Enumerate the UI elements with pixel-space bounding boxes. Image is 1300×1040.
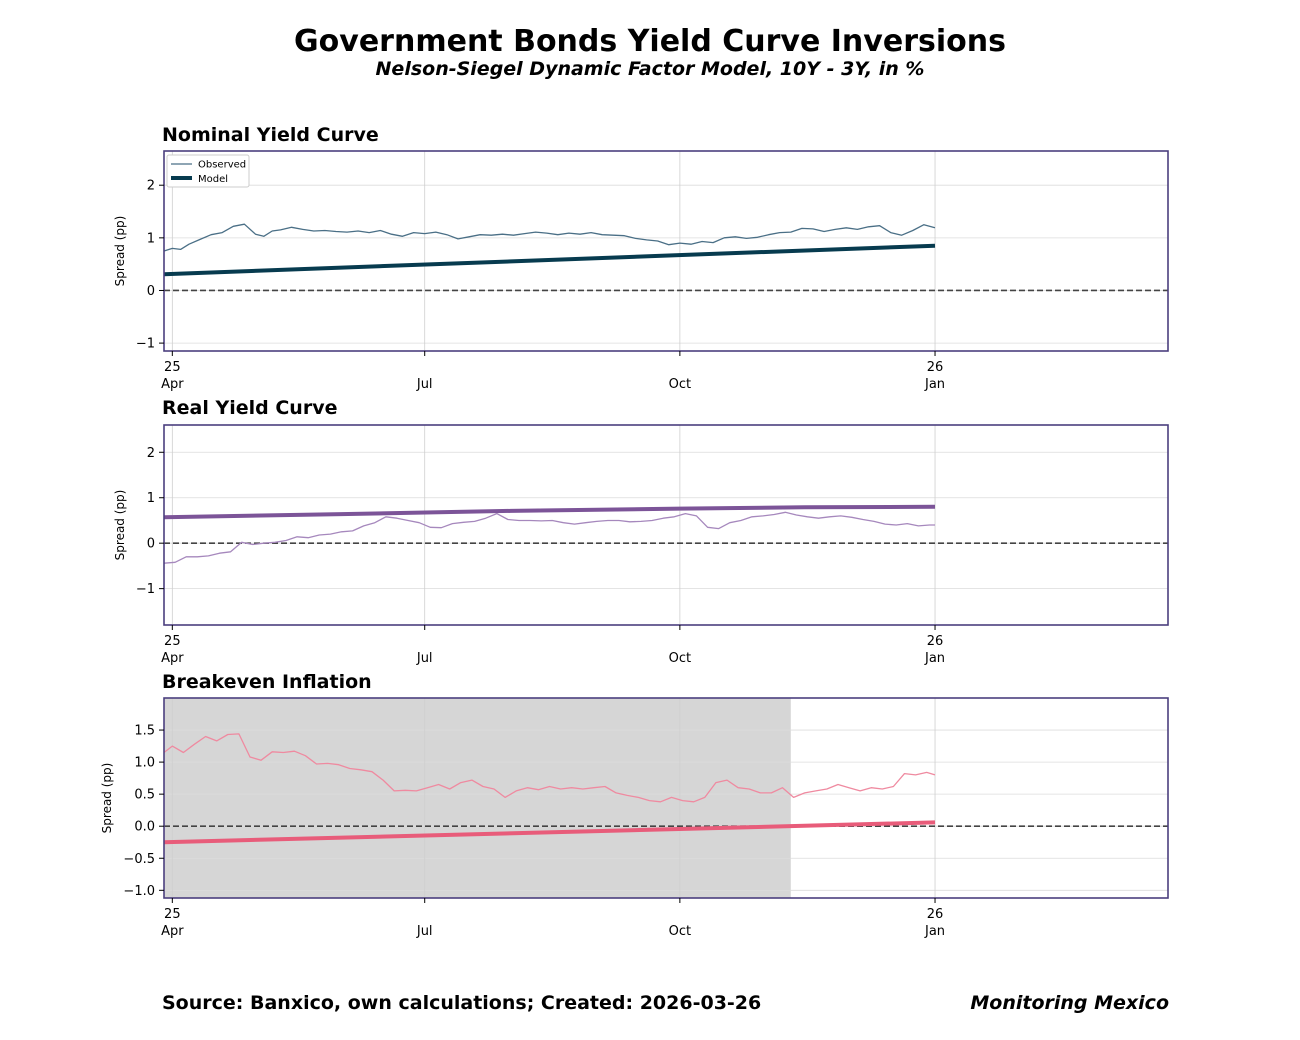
real-plot-frame (163, 424, 1169, 626)
breakeven-xtick-label-month: Oct (669, 924, 691, 939)
panel-title-nominal: Nominal Yield Curve (162, 124, 379, 146)
nominal-ytick-label: 1 (147, 231, 155, 246)
nominal-observed-line (163, 223, 936, 252)
breakeven-xtick-label-year: 25 (164, 907, 181, 922)
nominal-ytick-label: 2 (147, 179, 155, 194)
nominal-plot-frame (163, 150, 1169, 352)
chart-title: Government Bonds Yield Curve Inversions (294, 24, 1006, 59)
breakeven-ytick-label: 1.5 (134, 724, 155, 739)
real-ylabel: Spread (pp) (113, 490, 127, 561)
source-note: Source: Banxico, own calculations; Creat… (162, 992, 762, 1014)
real-observed-line (163, 511, 935, 564)
nominal-yield-chart: 2 1 0 −1 25 Apr Jul Oct 26 Jan Spread (pp) Observed… (113, 150, 1169, 392)
nominal-model-line (163, 243, 936, 277)
breakeven-ytick-label: 1.0 (134, 756, 155, 771)
breakeven-xtick-label-month: Jan (924, 924, 945, 939)
nominal-legend-observed-label: Observed (198, 160, 246, 171)
breakeven-plot-frame (163, 697, 1169, 899)
breakeven-ylabel: Spread (pp) (100, 763, 114, 834)
real-xtick-label-year: 25 (164, 634, 181, 649)
nominal-xtick-label-year: 26 (927, 360, 944, 375)
nominal-xtick-label-month: Jul (416, 377, 433, 392)
breakeven-inflation-chart: 1.5 1.0 0.5 0.0 −0.5 −1.0 25 Apr Jul Oct 26 Jan Spre… (100, 697, 1169, 939)
real-xtick-label-month: Jul (416, 651, 433, 666)
breakeven-xtick-label-month: Jul (416, 924, 433, 939)
real-yield-chart: 2 1 0 −1 25 Apr Jul Oct 26 Jan Spread (pp) (113, 424, 1169, 666)
breakeven-xtick-label-year: 26 (927, 907, 944, 922)
breakeven-ytick-label: −1.0 (123, 884, 155, 899)
nominal-ylabel: Spread (pp) (113, 216, 127, 287)
breakeven-ytick-label: 0.0 (134, 820, 155, 835)
nominal-xtick-label-month: Jan (924, 377, 945, 392)
nominal-xtick-label-month: Oct (669, 377, 691, 392)
real-ytick-label: 0 (147, 537, 155, 552)
breakeven-model-line (163, 820, 936, 845)
nominal-ytick-label: −1 (136, 337, 155, 352)
real-xtick-label-month: Oct (669, 651, 691, 666)
nominal-xtick-label-year: 25 (164, 360, 181, 375)
nominal-ytick-label: 0 (147, 284, 155, 299)
real-ytick-label: −1 (136, 582, 155, 597)
chart-subtitle: Nelson-Siegel Dynamic Factor Model, 10Y … (375, 58, 925, 80)
real-model-line (163, 504, 936, 520)
breakeven-shaded-span (164, 698, 791, 898)
real-ytick-label: 1 (147, 491, 155, 506)
real-xtick-label-year: 26 (927, 634, 944, 649)
nominal-xtick-label-month: Apr (161, 377, 184, 392)
breakeven-observed-line (163, 733, 936, 803)
breakeven-xtick-label-month: Apr (161, 924, 184, 939)
panel-title-real: Real Yield Curve (162, 397, 338, 419)
nominal-legend-model-label: Model (198, 174, 228, 185)
breakeven-ytick-label: 0.5 (134, 788, 155, 803)
panel-title-breakeven: Breakeven Inflation (162, 671, 372, 693)
brand-label: Monitoring Mexico (970, 992, 1169, 1014)
real-xtick-label-month: Jan (924, 651, 945, 666)
breakeven-ytick-label: −0.5 (123, 852, 155, 867)
real-ytick-label: 2 (147, 446, 155, 461)
real-xtick-label-month: Apr (161, 651, 184, 666)
